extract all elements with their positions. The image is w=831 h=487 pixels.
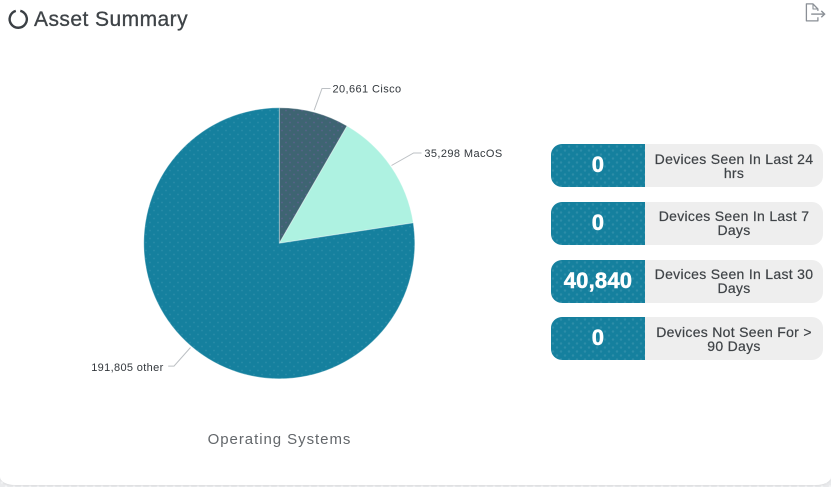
svg-text:191,805 other: 191,805 other — [91, 362, 163, 374]
svg-text:35,298 MacOS: 35,298 MacOS — [424, 148, 502, 160]
svg-text:Operating Systems: Operating Systems — [208, 431, 352, 448]
svg-text:20,661 Cisco: 20,661 Cisco — [333, 84, 402, 96]
